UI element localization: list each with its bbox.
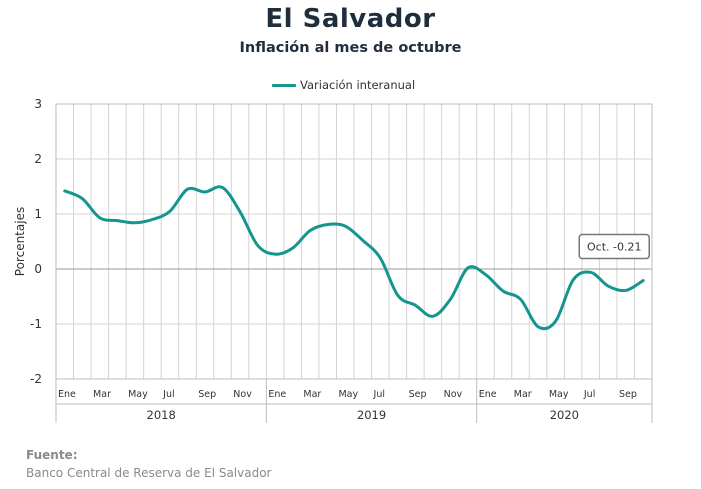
data-point — [343, 224, 347, 228]
data-point — [554, 319, 558, 323]
data-point — [326, 222, 330, 226]
data-point — [238, 210, 242, 214]
data-point — [624, 288, 628, 292]
x-tick-label: Ene — [479, 389, 497, 400]
data-point — [519, 297, 523, 301]
data-point — [378, 256, 382, 260]
annotation-box — [578, 233, 650, 260]
x-tick-label: Mar — [303, 389, 321, 400]
data-point — [501, 289, 505, 293]
legend-label: Variación interanual — [300, 78, 416, 92]
data-point — [273, 252, 277, 256]
x-tick-label: May — [128, 389, 148, 400]
data-point — [641, 279, 645, 283]
data-point — [115, 219, 119, 223]
x-tick-label: Jul — [583, 389, 595, 400]
data-point — [150, 218, 154, 222]
x-tick-label: Mar — [93, 389, 111, 400]
legend: Variación interanual — [272, 78, 415, 92]
data-point — [291, 246, 295, 250]
data-point — [571, 278, 575, 282]
chart-subtitle: Inflación al mes de octubre — [239, 40, 462, 56]
y-axis-label: Porcentajes — [13, 207, 27, 276]
y-tick-label: 3 — [34, 97, 42, 111]
y-tick-label: 1 — [34, 207, 42, 221]
y-tick-label: 0 — [34, 262, 42, 276]
x-tick-label: May — [338, 389, 358, 400]
year-label: 2019 — [357, 408, 386, 422]
x-tick-label: May — [549, 389, 569, 400]
legend-swatch — [272, 83, 296, 87]
data-point — [483, 273, 487, 277]
y-tick-label: 2 — [34, 152, 42, 166]
year-label: 2018 — [147, 408, 176, 422]
chart-title: El Salvador — [265, 4, 436, 34]
annotation-label: Oct. -0.21 — [587, 241, 641, 254]
data-point — [203, 190, 207, 194]
y-tick-label: -2 — [30, 372, 42, 386]
data-point — [256, 243, 260, 247]
data-point — [63, 189, 67, 193]
x-tick-label: Sep — [409, 389, 427, 400]
data-point — [448, 297, 452, 301]
x-tick-label: Sep — [198, 389, 216, 400]
data-point — [185, 187, 189, 191]
x-tick-label: Nov — [233, 389, 252, 400]
data-point — [168, 209, 172, 213]
data-point — [221, 186, 225, 190]
y-tick-label: -1 — [30, 317, 42, 331]
source-text: Banco Central de Reserva de El Salvador — [26, 466, 272, 480]
series-line — [63, 185, 645, 331]
data-point — [396, 293, 400, 297]
data-point — [80, 197, 84, 201]
x-tick-label: Sep — [619, 389, 637, 400]
data-point — [413, 303, 417, 307]
data-point — [589, 270, 593, 274]
x-tick-label: Mar — [514, 389, 532, 400]
data-point — [606, 284, 610, 288]
plot-frame — [55, 103, 653, 380]
data-point — [361, 238, 365, 242]
data-point — [431, 314, 435, 318]
x-tick-label: Ene — [58, 389, 76, 400]
data-point — [536, 325, 540, 329]
x-tick-label: Nov — [444, 389, 463, 400]
data-point — [466, 266, 470, 270]
data-point — [98, 216, 102, 220]
inflation-line-chart: 3 2 1 0 -1 -2 Porcentajes Ene Mar May Jul Sep Nov Ene… — [13, 97, 653, 423]
x-tick-label: Jul — [162, 389, 174, 400]
source-label: Fuente: — [26, 448, 78, 462]
x-tick-label: Jul — [373, 389, 385, 400]
year-label: 2020 — [550, 408, 579, 422]
data-point — [308, 229, 312, 233]
data-point — [133, 221, 137, 225]
x-tick-label: Ene — [268, 389, 286, 400]
